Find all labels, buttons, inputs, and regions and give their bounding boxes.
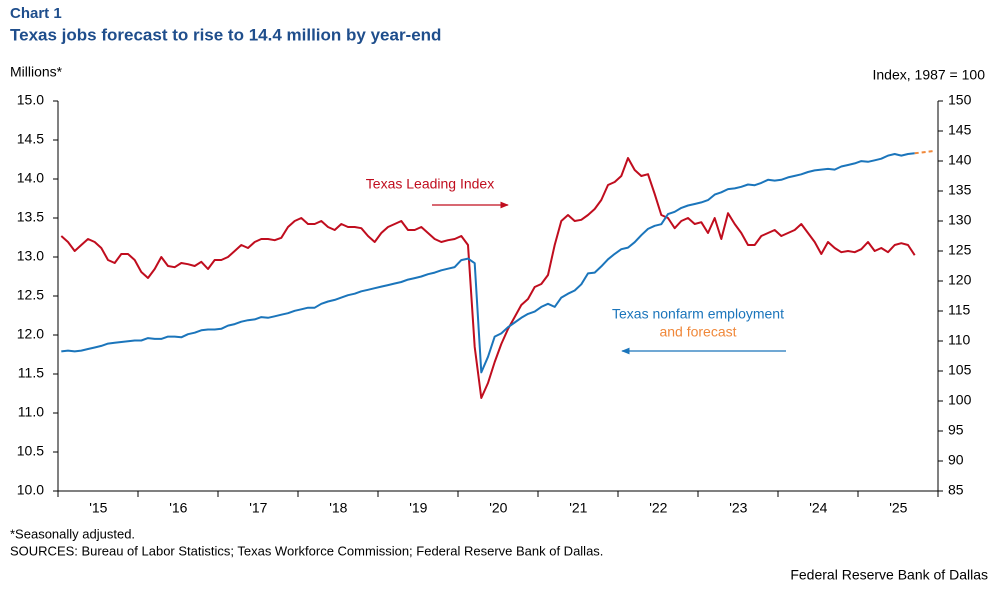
x-tick-label: '19 [409,500,427,516]
x-tick-label: '18 [329,500,347,516]
x-tick-label: '16 [169,500,187,516]
chart-title: Chart 1 [10,5,62,22]
y2-tick-label: 120 [948,272,972,288]
footnote: *Seasonally adjusted. [10,526,135,541]
y-axis-label: Millions* [10,64,63,80]
forecast-line [914,149,935,155]
y-tick-label: 14.5 [17,131,44,147]
y2-axis-label: Index, 1987 = 100 [873,67,986,83]
x-tick-label: '17 [249,500,267,516]
y2-tick-label: 85 [948,482,964,498]
x-tick-label: '23 [729,500,747,516]
x-tick-label: '20 [489,500,507,516]
y-tick-label: 15.0 [17,92,44,108]
series-annotation: and forecast [659,324,736,340]
y-tick-label: 13.0 [17,248,44,264]
y2-tick-label: 140 [948,152,972,168]
y-tick-label: 12.5 [17,287,44,303]
y2-tick-label: 145 [948,122,972,138]
y2-tick-label: 100 [948,392,972,408]
y2-tick-label: 90 [948,452,964,468]
y2-tick-label: 115 [948,302,971,318]
x-tick-label: '21 [569,500,587,516]
y-tick-label: 10.0 [17,482,44,498]
y-tick-label: 12.0 [17,326,44,342]
y2-tick-label: 95 [948,422,964,438]
series-line [60,157,916,399]
x-tick-label: '15 [89,500,107,516]
y-tick-label: 14.0 [17,170,44,186]
y2-tick-label: 125 [948,242,972,258]
y2-tick-label: 150 [948,92,972,108]
y-tick-label: 11.0 [18,404,44,420]
y-tick-label: 13.5 [17,209,44,225]
y-tick-label: 11.5 [18,365,44,381]
x-tick-label: '22 [649,500,667,516]
x-tick-label: '24 [809,500,827,516]
y2-tick-label: 135 [948,182,972,198]
x-tick-label: '25 [889,500,907,516]
y2-tick-label: 110 [948,332,971,348]
y2-tick-label: 130 [948,212,972,228]
series-annotation: Texas Leading Index [366,176,494,192]
source: SOURCES: Bureau of Labor Statistics; Tex… [10,543,603,558]
series-annotation: Texas nonfarm employment [612,306,784,322]
y2-tick-label: 105 [948,362,972,378]
series-line [61,152,915,374]
y-tick-label: 10.5 [17,443,44,459]
chart-subtitle: Texas jobs forecast to rise to 14.4 mill… [10,25,441,44]
credit: Federal Reserve Bank of Dallas [790,567,988,583]
